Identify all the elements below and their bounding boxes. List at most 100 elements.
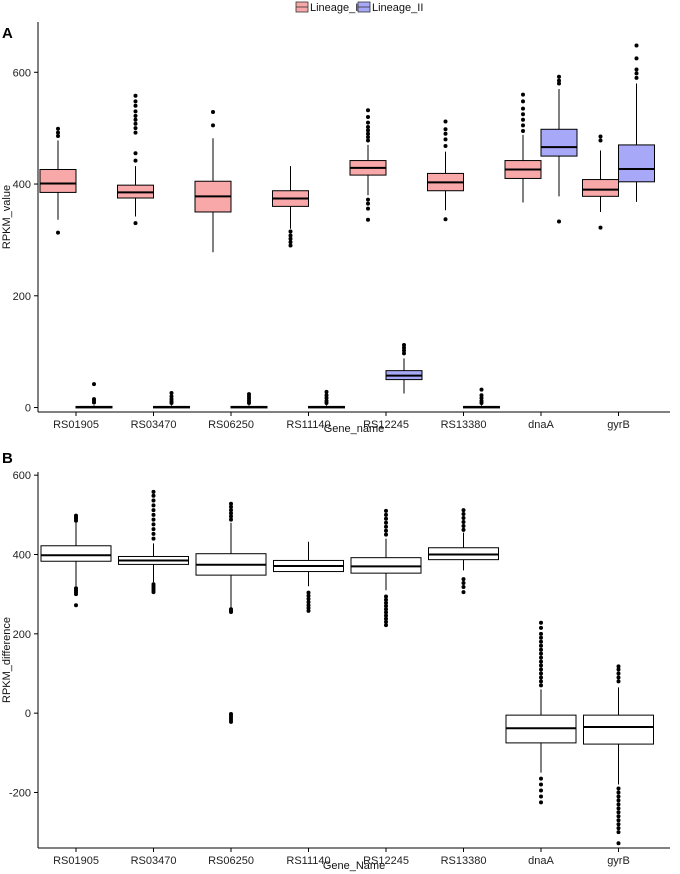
panel-b-dnaa-outlier — [539, 675, 543, 680]
panel-a-rs13380-lineage-ii-outlier — [479, 398, 484, 403]
panel-b-dnaa-outlier — [539, 659, 543, 664]
panel-b-rs12245-outlier — [384, 623, 388, 628]
panel-b-rs06250-outlier — [229, 517, 233, 522]
panel-b-dnaa-box-group — [505, 620, 577, 805]
panel-a-rs06250-lineage-ii-outlier — [247, 392, 251, 397]
panel-b-xtick-label: RS06250 — [208, 855, 254, 867]
panel-b-rs13380-outlier — [461, 512, 466, 517]
panel-b-ytick-label: 0 — [25, 708, 31, 720]
panel-b-rs03470-outlier — [151, 582, 156, 587]
panel-b-dnaa-outlier — [539, 782, 543, 787]
panel-a-rs12245-lineage-ii-outlier — [402, 348, 406, 353]
panel-a-rs03470-lineage-i-outlier — [133, 93, 138, 98]
panel-a-rs12245-lineage-i-outlier — [366, 217, 370, 222]
panel-a-gyrb-lineage-i-outlier — [598, 225, 603, 230]
panel-a-rs13380-lineage-i-box-group — [427, 119, 464, 222]
panel-b-rs13380-outlier — [461, 519, 466, 524]
panel-b-rs11140-outlier — [306, 603, 311, 608]
panel-b-dnaa-outlier — [539, 620, 543, 625]
panel-a-rs12245-lineage-i-outlier — [366, 201, 370, 206]
panel-a-rs12245-lineage-i-outlier — [366, 138, 370, 143]
panel-b-rs12245-outlier — [384, 607, 388, 612]
panel-b-rs11140-outlier — [306, 600, 311, 605]
panel-b-rs01905-outlier — [74, 513, 78, 518]
panel-a-gyrb-lineage-i-outlier — [598, 134, 603, 139]
panel-a-rs01905-lineage-i-outlier — [56, 133, 60, 138]
panel-a-rs11140-lineage-ii-outlier — [324, 396, 329, 401]
panel-b-gyrb-outlier — [616, 818, 621, 823]
panel-a-rs03470-lineage-i-outlier — [133, 121, 138, 126]
panel-b-dnaa-outlier — [539, 667, 543, 672]
panel-a-xtick-label: RS13380 — [441, 419, 487, 431]
panel-b-gyrb-outlier — [616, 790, 621, 795]
panel-b-gyrb-outlier — [616, 671, 621, 676]
panel-a-rs13380-lineage-i-outlier — [443, 119, 448, 124]
panel-b-rs12245-outlier — [384, 619, 388, 624]
panel-b-rs12245-outlier — [384, 520, 388, 525]
panel-a-rs03470-lineage-i-outlier — [133, 130, 138, 135]
panel-a-dnaa-lineage-i-outlier — [521, 123, 525, 128]
panel-a-rs11140-lineage-ii-box-group — [308, 389, 345, 409]
panel-a-gyrb-lineage-i-outlier — [598, 138, 603, 143]
panel-b-rs12245-outlier — [384, 594, 388, 599]
panel-b-dnaa-outlier — [539, 679, 543, 684]
panel-b-letter: B — [2, 450, 13, 467]
panel-b-rs12245-outlier — [384, 613, 388, 618]
panel-a-rs01905-lineage-ii-box-group — [75, 382, 113, 409]
panel-b-rs13380-outlier — [461, 577, 466, 582]
panel-a-rs12245-lineage-i-outlier — [366, 135, 370, 140]
panel-b-ytick-label: -200 — [9, 787, 31, 799]
panel-b-rs11140-outlier — [306, 596, 311, 601]
panel-b-plot: -200 0 200 400 600 RS01905 RS03470 RS06250 RS111… — [9, 470, 654, 867]
legend-label-lineage-ii: Lineage_II — [372, 2, 423, 14]
panel-b-rs03470-outlier — [151, 503, 156, 508]
panel-b-rs03470-outlier — [151, 527, 156, 532]
panel-a-xtick-label: dnaA — [528, 419, 554, 431]
panel-b-dnaa-outlier — [539, 635, 543, 640]
panel-b-dnaa-outlier — [539, 776, 543, 781]
panel-a-rs11140-lineage-ii-outlier — [324, 393, 329, 398]
panel-a-rs01905-lineage-i-outlier — [56, 230, 60, 235]
panel-b-xtick-label: RS01905 — [53, 855, 99, 867]
panel-a-rs12245-lineage-i-outlier — [366, 206, 370, 211]
panel-a-rs12245-lineage-i-box-group — [349, 108, 387, 222]
panel-b-rs06250-outlier — [229, 607, 233, 612]
panel-a-rs11140-lineage-ii-outlier — [324, 389, 329, 394]
panel-b-gyrb-outlier — [616, 810, 621, 815]
panel-a-rs11140-lineage-i-outlier — [288, 243, 293, 248]
panel-a-rs03470-lineage-i-outlier — [133, 103, 138, 108]
panel-a-rs03470-lineage-i-outlier — [133, 151, 138, 156]
panel-b-rs03470-outlier — [151, 536, 156, 541]
panel-a-gyrb-lineage-ii-box-group — [618, 43, 655, 202]
panel-b-gyrb-outlier — [616, 679, 621, 684]
panel-b-xtick-label: RS12245 — [363, 855, 409, 867]
panel-a-dnaa-lineage-i-outlier — [521, 117, 525, 122]
panel-a-gyrb-lineage-ii-outlier — [634, 43, 639, 48]
panel-a-gyrb-lineage-i-box-group — [582, 134, 619, 230]
panel-a-gyrb-lineage-ii-box — [618, 144, 655, 183]
panel-b-rs06250-box-group — [195, 501, 267, 724]
panel-a-rs11140-lineage-i-outlier — [288, 229, 293, 234]
panel-a-xtick-label: RS11140 — [286, 419, 330, 431]
panel-b-dnaa-outlier — [539, 651, 543, 656]
panel-b-rs11140-outlier — [306, 608, 311, 613]
panel-a-dnaa-lineage-ii-outlier — [557, 219, 561, 224]
panel-a-xtick-label: RS01905 — [53, 419, 99, 431]
panel-b-rs06250-outlier — [229, 511, 233, 516]
panel-b-rs12245-outlier — [384, 516, 388, 521]
panel-a-rs13380-lineage-ii-outlier — [479, 393, 484, 398]
panel-b-rs12245-box-group — [350, 508, 422, 628]
panel-a-rs03470-lineage-i-outlier — [133, 158, 138, 163]
panel-b-rs03470-box-group — [118, 489, 189, 595]
panel-b-xtick-label: RS03470 — [131, 855, 177, 867]
panel-b-dnaa-outlier — [539, 655, 543, 660]
panel-b-gyrb-outlier — [616, 841, 621, 846]
panel-b-gyrb-outlier — [616, 794, 621, 799]
panel-b-rs03470-outlier — [151, 522, 156, 527]
panel-a-rs03470-lineage-ii-outlier — [169, 391, 174, 396]
panel-b-dnaa-outlier — [539, 683, 543, 688]
panel-b-rs12245-outlier — [384, 604, 388, 609]
panel-b-dnaa-outlier — [539, 800, 543, 805]
panel-a-rs13380-lineage-ii-outlier — [479, 387, 484, 392]
